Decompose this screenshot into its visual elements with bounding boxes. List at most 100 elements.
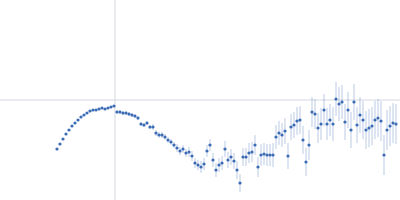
data-point <box>169 140 172 143</box>
data-point <box>328 118 331 121</box>
data-point <box>175 146 178 149</box>
data-point <box>235 168 238 171</box>
data-point <box>253 143 256 146</box>
data-point <box>208 143 211 146</box>
data-point <box>352 100 355 103</box>
data-point <box>388 124 391 127</box>
data-point <box>106 106 109 109</box>
data-point <box>343 120 346 123</box>
data-point <box>199 165 202 168</box>
data-point <box>319 122 322 125</box>
data-point <box>109 105 112 108</box>
data-point <box>373 118 376 121</box>
data-point <box>100 106 103 109</box>
data-point <box>187 150 190 153</box>
data-point <box>241 155 244 158</box>
data-point <box>340 100 343 103</box>
data-point <box>133 114 136 117</box>
data-point <box>316 126 319 129</box>
data-point <box>226 158 229 161</box>
data-point <box>73 121 76 124</box>
data-point <box>322 108 325 111</box>
data-point <box>127 112 130 115</box>
data-point <box>289 125 292 128</box>
data-point <box>358 113 361 116</box>
data-point <box>55 147 58 150</box>
data-point <box>151 125 154 128</box>
data-point <box>121 111 124 114</box>
data-point <box>298 118 301 121</box>
data-point <box>379 119 382 122</box>
data-point <box>202 162 205 165</box>
data-point <box>232 159 235 162</box>
data-point <box>223 147 226 150</box>
data-point <box>307 143 310 146</box>
data-point <box>247 151 250 154</box>
data-point <box>313 112 316 115</box>
data-point <box>286 154 289 157</box>
data-point <box>67 128 70 131</box>
data-point <box>331 122 334 125</box>
data-point <box>91 108 94 111</box>
data-point <box>166 138 169 141</box>
data-point <box>250 150 253 153</box>
data-point <box>259 153 262 156</box>
data-point <box>58 142 61 145</box>
data-point <box>103 107 106 110</box>
data-point <box>163 135 166 138</box>
data-point <box>61 137 64 140</box>
data-point <box>157 133 160 136</box>
data-point <box>304 160 307 163</box>
data-point <box>220 161 223 164</box>
data-point <box>136 116 139 119</box>
data-point <box>82 113 85 116</box>
data-point <box>277 131 280 134</box>
data-point <box>262 152 265 155</box>
data-point <box>295 119 298 122</box>
data-point <box>268 153 271 156</box>
data-point <box>394 122 397 125</box>
data-point <box>160 133 163 136</box>
data-point <box>370 124 373 127</box>
data-point <box>178 149 181 152</box>
data-point <box>118 110 121 113</box>
data-point <box>217 163 220 166</box>
chart <box>0 0 400 200</box>
data-point <box>85 111 88 114</box>
data-point <box>115 110 118 113</box>
data-point <box>376 116 379 119</box>
data-point <box>355 123 358 126</box>
data-point <box>361 118 364 121</box>
data-point <box>256 165 259 168</box>
data-point <box>139 122 142 125</box>
data-point <box>310 110 313 113</box>
data-point <box>214 168 217 171</box>
grid-line <box>0 100 400 101</box>
data-point <box>190 154 193 157</box>
data-point <box>292 123 295 126</box>
data-point <box>283 129 286 132</box>
data-point <box>112 104 115 107</box>
plot-area <box>55 82 397 192</box>
data-point <box>196 163 199 166</box>
data-point <box>184 151 187 154</box>
data-point <box>94 108 97 111</box>
data-point <box>193 161 196 164</box>
data-point <box>79 115 82 118</box>
data-point <box>229 155 232 158</box>
data-point <box>301 138 304 141</box>
data-point <box>205 149 208 152</box>
data-point <box>181 147 184 150</box>
data-point <box>349 128 352 131</box>
data-point <box>244 155 247 158</box>
data-point <box>97 107 100 110</box>
data-point <box>145 121 148 124</box>
data-point <box>64 132 67 135</box>
data-point <box>124 111 127 114</box>
data-point <box>265 153 268 156</box>
data-point <box>271 153 274 156</box>
data-point <box>172 143 175 146</box>
data-point <box>367 126 370 129</box>
data-point <box>76 118 79 121</box>
data-point <box>280 133 283 136</box>
